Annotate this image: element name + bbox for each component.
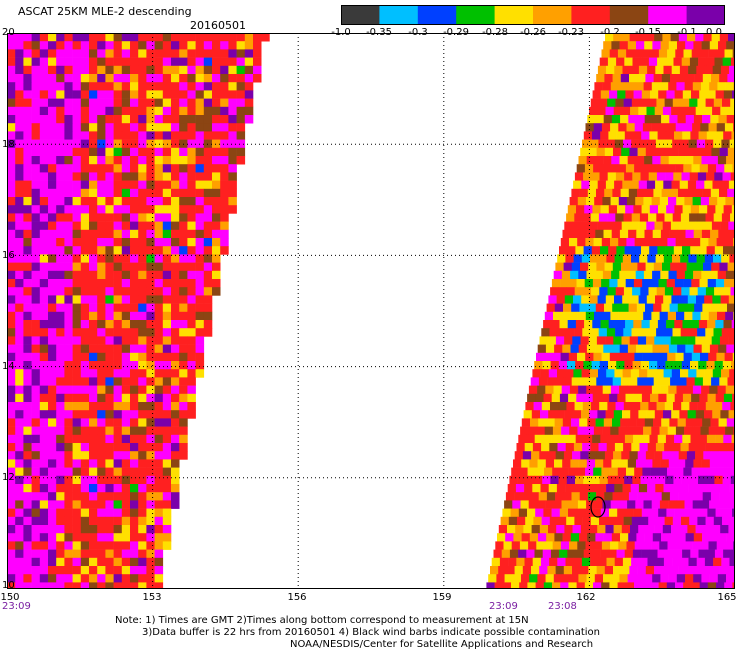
colorbar-label: -1.0 — [331, 27, 351, 38]
lat-label: 10 — [2, 580, 15, 591]
colorbar-label: -0.35 — [366, 27, 392, 38]
colorbar-label: -0.15 — [635, 27, 661, 38]
colorbar-label: -0.26 — [520, 27, 546, 38]
swath-cells — [7, 33, 735, 589]
lon-label: 156 — [287, 592, 307, 603]
footer-note-2: 3)Data buffer is 22 hrs from 20160501 4)… — [142, 627, 600, 638]
footer-note-1: Note: 1) Times are GMT 2)Times along bot… — [115, 615, 529, 626]
colorbar-label: -0.28 — [482, 27, 508, 38]
lat-label: 14 — [2, 361, 15, 372]
lat-label: 18 — [2, 139, 15, 150]
colorbar-label: -0.23 — [558, 27, 584, 38]
colorbar-label: -0.1 — [677, 27, 697, 38]
colorbar-swatch — [417, 5, 457, 25]
colorbar-label: -0.2 — [600, 27, 620, 38]
colorbar-swatch — [609, 5, 649, 25]
lon-label: 162 — [576, 592, 596, 603]
colorbar-swatch — [456, 5, 496, 25]
swath-map — [7, 33, 735, 589]
colorbar-swatch — [379, 5, 419, 25]
colorbar-label: -0.3 — [408, 27, 428, 38]
pass-time-left: 23:09 — [2, 601, 31, 612]
colorbar-swatch — [533, 5, 572, 25]
colorbar-swatch — [494, 5, 534, 25]
lon-label: 153 — [142, 592, 162, 603]
lon-label: 159 — [432, 592, 452, 603]
map-date: 20160501 — [190, 19, 246, 32]
lon-label: 165 — [717, 592, 737, 603]
lat-label: 12 — [2, 472, 15, 483]
colorbar-label: -0.29 — [443, 27, 469, 38]
colorbar-label: 0.0 — [706, 27, 722, 38]
lat-label: 20 — [2, 27, 15, 38]
lon-label: 150 — [0, 592, 20, 603]
colorbar-frame — [341, 5, 725, 25]
map-frame — [7, 33, 735, 589]
colorbar-swatch — [686, 5, 725, 25]
lat-label: 16 — [2, 250, 15, 261]
colorbar — [341, 5, 725, 25]
pass-time-right-b: 23:08 — [548, 601, 577, 612]
map-title: ASCAT 25KM MLE-2 descending — [18, 5, 192, 18]
colorbar-swatch — [571, 5, 611, 25]
grid-lines — [7, 33, 735, 589]
colorbar-swatch — [648, 5, 688, 25]
colorbar-swatch — [341, 5, 380, 25]
footer-credit: NOAA/NESDIS/Center for Satellite Applica… — [290, 639, 594, 650]
contamination-marker — [590, 496, 606, 518]
pass-time-right-a: 23:09 — [489, 601, 518, 612]
